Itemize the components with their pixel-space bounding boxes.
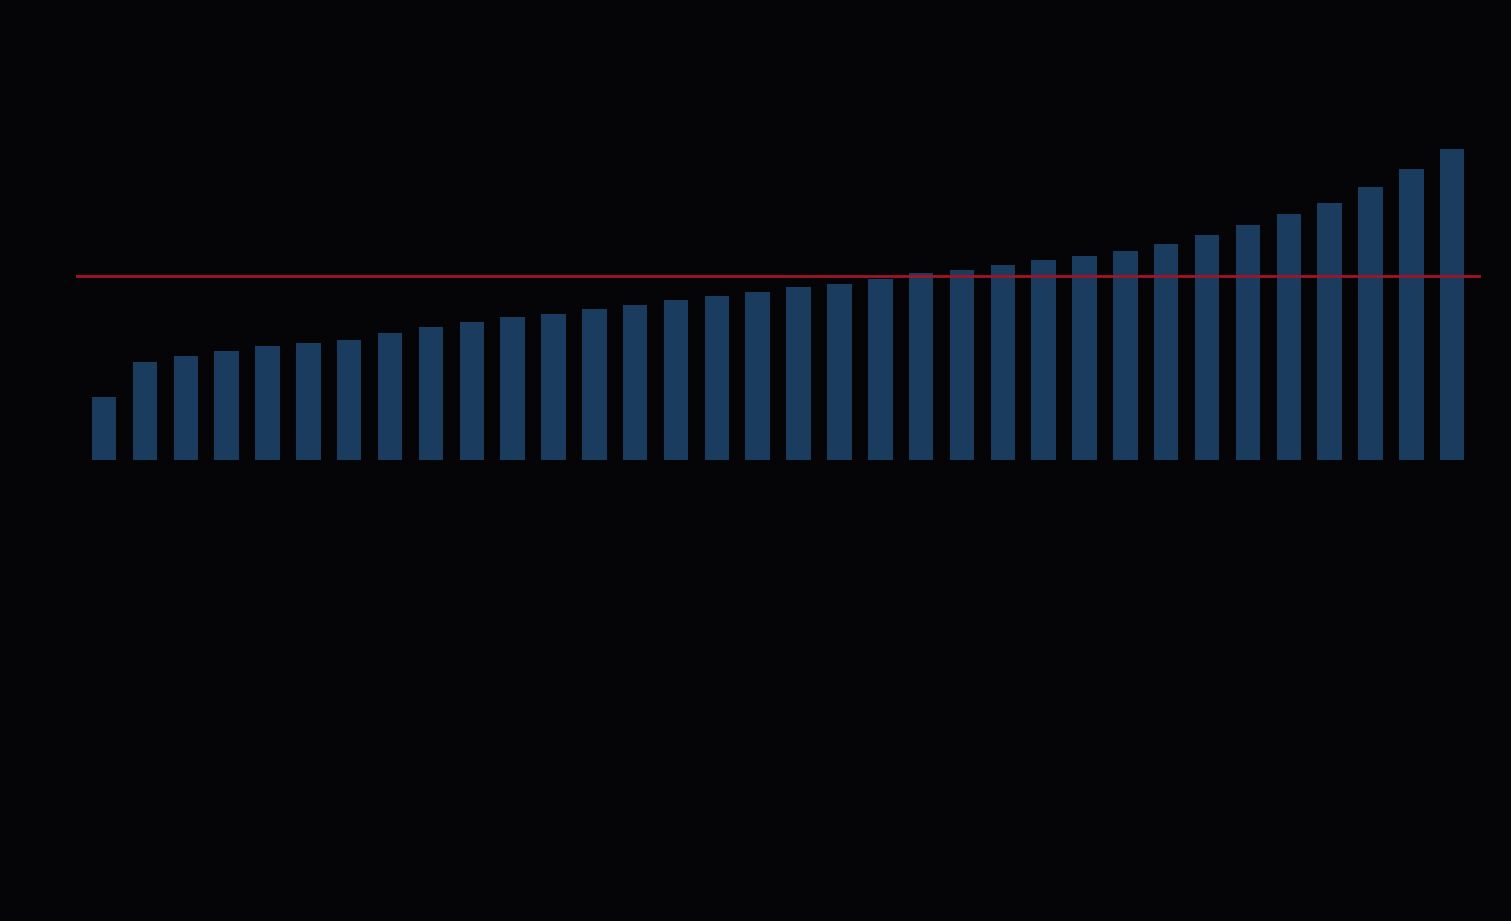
Bar	[582, 309, 606, 460]
Bar	[1236, 225, 1260, 460]
Bar	[1114, 251, 1138, 460]
Bar	[174, 356, 198, 460]
Bar	[378, 333, 402, 460]
Bar	[337, 340, 361, 460]
Bar	[215, 351, 239, 460]
Bar	[950, 270, 975, 460]
Bar	[867, 279, 893, 460]
Bar	[459, 321, 484, 460]
Bar	[663, 300, 689, 460]
Bar	[786, 287, 811, 460]
Bar	[1440, 148, 1464, 460]
Bar	[827, 284, 852, 460]
Bar	[1073, 256, 1097, 460]
Bar	[1318, 203, 1342, 461]
Bar	[541, 314, 565, 460]
Bar	[419, 327, 443, 460]
Bar	[92, 397, 116, 460]
Bar	[1277, 214, 1301, 460]
Bar	[296, 343, 320, 460]
Bar	[255, 346, 280, 460]
Bar	[1032, 260, 1056, 460]
Bar	[500, 318, 524, 460]
Bar	[745, 292, 771, 460]
Bar	[704, 297, 730, 460]
Bar	[623, 305, 647, 460]
Bar	[991, 264, 1015, 460]
Bar	[910, 273, 934, 460]
Bar	[1195, 235, 1219, 460]
Bar	[1154, 244, 1179, 460]
Bar	[1399, 169, 1423, 460]
Bar	[133, 362, 157, 460]
Bar	[1358, 187, 1383, 460]
